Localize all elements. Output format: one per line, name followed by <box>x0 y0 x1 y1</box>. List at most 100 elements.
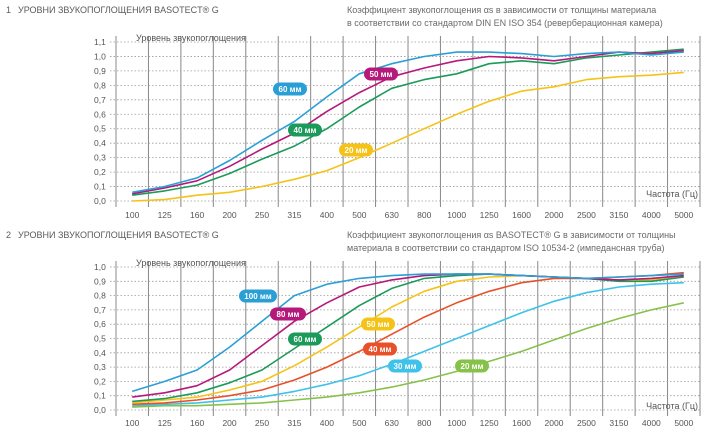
x-tick-label: 400 <box>320 418 334 428</box>
x-tick-label: 250 <box>255 418 269 428</box>
x-tick-label: 100 <box>125 210 139 220</box>
chart-1-number: 1 <box>6 5 11 15</box>
y-tick-label: 0,6 <box>94 319 106 329</box>
x-tick-label: 125 <box>158 210 172 220</box>
series-label-pill <box>364 67 398 81</box>
x-tick-label: 2000 <box>545 210 564 220</box>
x-tick-label: 5000 <box>674 210 693 220</box>
x-tick-label: 200 <box>222 418 236 428</box>
x-tick-label: 800 <box>417 210 431 220</box>
x-tick-label: 1000 <box>447 210 466 220</box>
y-tick-label: 0,7 <box>94 95 106 105</box>
x-tick-label: 2500 <box>577 418 596 428</box>
x-tick-label: 125 <box>158 418 172 428</box>
series-label-pill <box>339 143 373 157</box>
y-tick-label: 0,0 <box>94 405 106 415</box>
chart-2-title: УРОВНИ ЗВУКОПОГЛОЩЕНИЯ BASOTECT® G <box>18 230 219 240</box>
y-tick-label: 0,7 <box>94 305 106 315</box>
series-line-100-мм <box>131 273 684 393</box>
x-tick-label: 5000 <box>674 418 693 428</box>
chart-2-description-line-1: Коэффициент звукопоглощения αs BASOTECT®… <box>347 230 676 240</box>
series-label-pill <box>239 289 277 303</box>
x-tick-label: 1000 <box>447 418 466 428</box>
series-label-pill <box>288 332 322 346</box>
x-tick-label: 1600 <box>512 418 531 428</box>
chart-2-number: 2 <box>6 230 11 240</box>
series-label: 60 мм <box>294 335 317 344</box>
chart-1-description-line-1: Коэффициент звукопоглощения αs в зависим… <box>347 5 656 15</box>
series-label: 20 мм <box>345 146 368 155</box>
y-tick-label: 0,2 <box>94 376 106 386</box>
x-tick-label: 1600 <box>512 210 531 220</box>
x-tick-label: 400 <box>320 210 334 220</box>
y-tick-label: 0,4 <box>94 138 106 148</box>
y-tick-label: 0,3 <box>94 153 106 163</box>
x-tick-label: 4000 <box>642 210 661 220</box>
series-label-pill <box>273 82 307 96</box>
y-tick-label: 0,8 <box>94 291 106 301</box>
y-tick-label: 0,2 <box>94 167 106 177</box>
y-axis-label: Уровень звукопоглощения <box>136 258 246 268</box>
y-tick-label: 1,0 <box>94 51 106 61</box>
x-tick-label: 250 <box>255 210 269 220</box>
x-tick-label: 500 <box>352 418 366 428</box>
series-line-20-мм <box>132 71 684 202</box>
series-label-pill <box>455 359 489 373</box>
x-tick-label: 200 <box>222 210 236 220</box>
y-tick-label: 0,8 <box>94 80 106 90</box>
x-tick-label: 100 <box>125 418 139 428</box>
x-tick-label: 160 <box>190 418 204 428</box>
x-tick-label: 500 <box>352 210 366 220</box>
series-label: 50 мм <box>370 70 393 79</box>
series-label-pill <box>363 342 397 356</box>
y-tick-label: 0,5 <box>94 124 106 134</box>
chart-1-title: УРОВНИ ЗВУКОПОГЛОЩЕНИЯ BASOTECT® G <box>18 5 219 15</box>
series-label-pill <box>361 317 395 331</box>
series-line-20-мм <box>132 302 684 408</box>
series-label-pill <box>270 307 306 321</box>
series-label: 30 мм <box>394 362 417 371</box>
series-line-50-мм <box>132 49 684 195</box>
chart-2-plot: 0,0 0,1 0,2 0,3 0,4 0,5 0,6 0,7 0,8 0,9 1,0 100 125 1… <box>94 258 701 428</box>
y-tick-label: 1,0 <box>94 262 106 272</box>
x-tick-label: 4000 <box>642 418 661 428</box>
y-tick-label: 0,4 <box>94 348 106 358</box>
series-label: 100 мм <box>244 292 271 301</box>
series-label: 20 мм <box>461 362 484 371</box>
y-tick-label: 0,3 <box>94 362 106 372</box>
series-label: 40 мм <box>294 126 317 135</box>
chart-1-plot: 0,0 0,1 0,2 0,3 0,4 0,5 0,6 0,7 0,8 0,9 1,0 1,1 100 1… <box>94 33 701 220</box>
series-line-60-мм <box>132 51 684 194</box>
x-tick-label: 800 <box>417 418 431 428</box>
chart-2-description-line-2: материала в соответствии со стандартом I… <box>347 243 664 253</box>
x-tick-label: 1250 <box>480 418 499 428</box>
y-tick-label: 0,6 <box>94 109 106 119</box>
x-tick-label: 2500 <box>577 210 596 220</box>
y-tick-label: 0,1 <box>94 182 106 192</box>
x-tick-label: 315 <box>287 210 301 220</box>
y-tick-label: 0,9 <box>94 66 106 76</box>
x-axis-label: Частота (Гц) <box>646 401 698 411</box>
x-tick-label: 630 <box>385 418 399 428</box>
series-label-pill <box>388 359 422 373</box>
x-tick-label: 3150 <box>609 210 628 220</box>
series-line-30-мм <box>132 281 684 407</box>
chart-1-description-line-2: в соответствии со стандартом DIN EN ISO … <box>347 18 663 28</box>
y-axis-label: Уровень звукопоглощения <box>136 33 246 43</box>
series-label-pill <box>288 123 322 137</box>
y-tick-label: 0,5 <box>94 334 106 344</box>
x-axis-label: Частота (Гц) <box>646 189 698 199</box>
y-tick-label: 0,9 <box>94 276 106 286</box>
x-tick-label: 160 <box>190 210 204 220</box>
x-tick-label: 2000 <box>545 418 564 428</box>
x-tick-label: 630 <box>385 210 399 220</box>
series-line-40-мм <box>132 48 684 196</box>
series-label: 50 мм <box>367 320 390 329</box>
y-tick-label: 0,1 <box>94 391 106 401</box>
series-label: 40 мм <box>369 345 392 354</box>
series-label: 60 мм <box>279 85 302 94</box>
series-label: 80 мм <box>277 310 300 319</box>
x-tick-label: 1250 <box>480 210 499 220</box>
x-tick-label: 315 <box>287 418 301 428</box>
